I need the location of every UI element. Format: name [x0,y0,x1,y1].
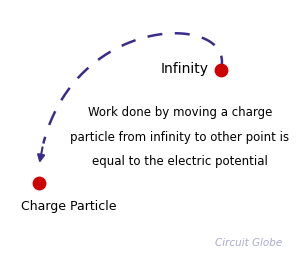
Point [37,181,41,185]
Point [218,68,223,73]
Text: Work done by moving a charge: Work done by moving a charge [88,106,272,119]
Text: Infinity: Infinity [160,62,208,76]
Text: Circuit Globe: Circuit Globe [215,238,283,248]
Text: particle from infinity to other point is: particle from infinity to other point is [70,130,290,144]
Text: equal to the electric potential: equal to the electric potential [92,155,268,168]
Text: Charge Particle: Charge Particle [21,200,116,213]
